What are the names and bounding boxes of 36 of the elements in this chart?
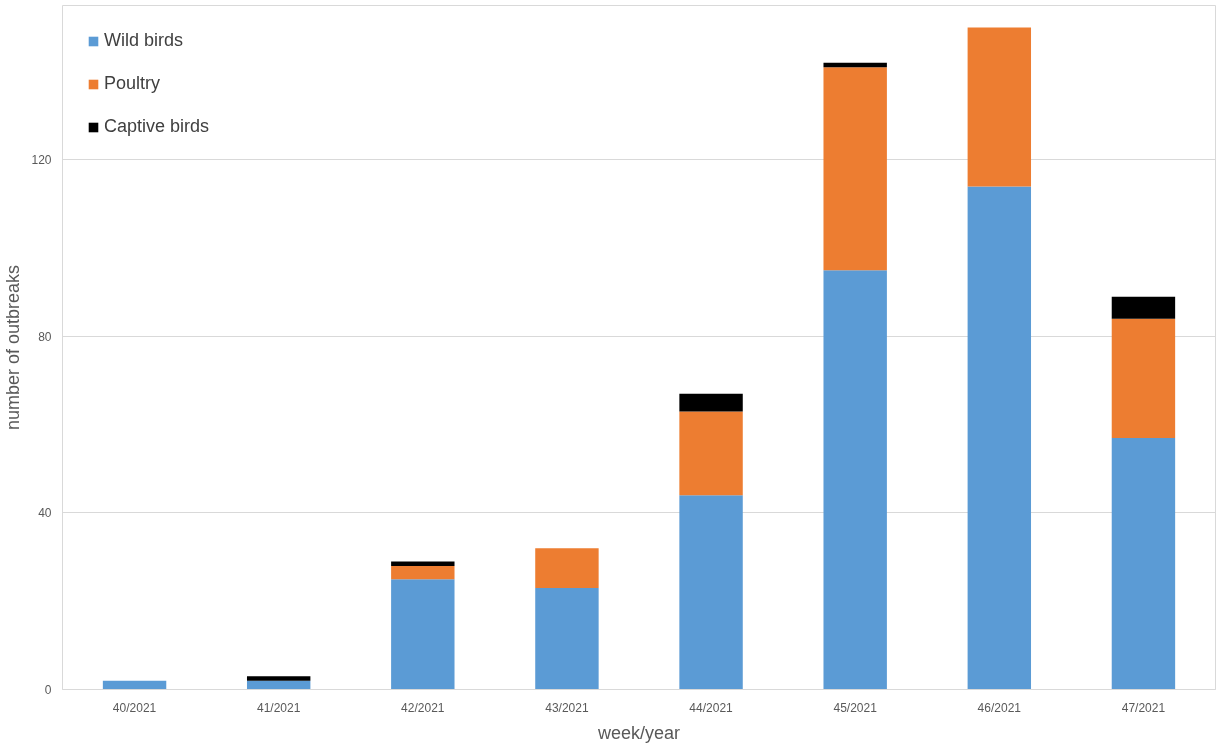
legend-label: Poultry bbox=[104, 73, 161, 94]
x-tick-label: 44/2021 bbox=[689, 700, 734, 715]
y-tick-label: 0 bbox=[44, 683, 52, 697]
x-tick-label: 45/2021 bbox=[833, 700, 878, 715]
y-tick-label: 120 bbox=[31, 153, 52, 168]
bar bbox=[1111, 318, 1176, 438]
x-tick-label: 46/2021 bbox=[977, 700, 1022, 715]
bar bbox=[823, 62, 887, 68]
x-tick-label: 42/2021 bbox=[401, 700, 445, 715]
x-axis-title: week/year bbox=[596, 722, 681, 743]
bar bbox=[246, 676, 311, 681]
bar bbox=[1111, 437, 1176, 690]
bar bbox=[391, 565, 455, 580]
bar bbox=[391, 561, 455, 566]
y-tick-label: 40 bbox=[38, 506, 52, 521]
y-axis-title: number of outbreaks bbox=[3, 264, 24, 431]
x-tick-label: 47/2021 bbox=[1121, 700, 1166, 715]
bar bbox=[823, 67, 887, 271]
bar bbox=[102, 680, 167, 690]
bar bbox=[967, 27, 1032, 187]
legend-label: Wild birds bbox=[104, 30, 184, 51]
bar bbox=[535, 548, 599, 588]
bar bbox=[1111, 296, 1176, 319]
bar bbox=[679, 495, 743, 690]
bar bbox=[823, 270, 887, 690]
bar bbox=[246, 680, 311, 690]
bar bbox=[679, 393, 743, 412]
legend-label: Captive birds bbox=[104, 116, 210, 137]
x-tick-label: 40/2021 bbox=[112, 700, 157, 715]
y-tick-label: 80 bbox=[38, 329, 52, 344]
x-tick-label: 43/2021 bbox=[545, 700, 589, 715]
x-tick-label: 41/2021 bbox=[257, 700, 301, 715]
bar bbox=[535, 588, 599, 690]
bar bbox=[679, 411, 743, 496]
bar bbox=[967, 186, 1032, 690]
bar bbox=[391, 579, 455, 690]
